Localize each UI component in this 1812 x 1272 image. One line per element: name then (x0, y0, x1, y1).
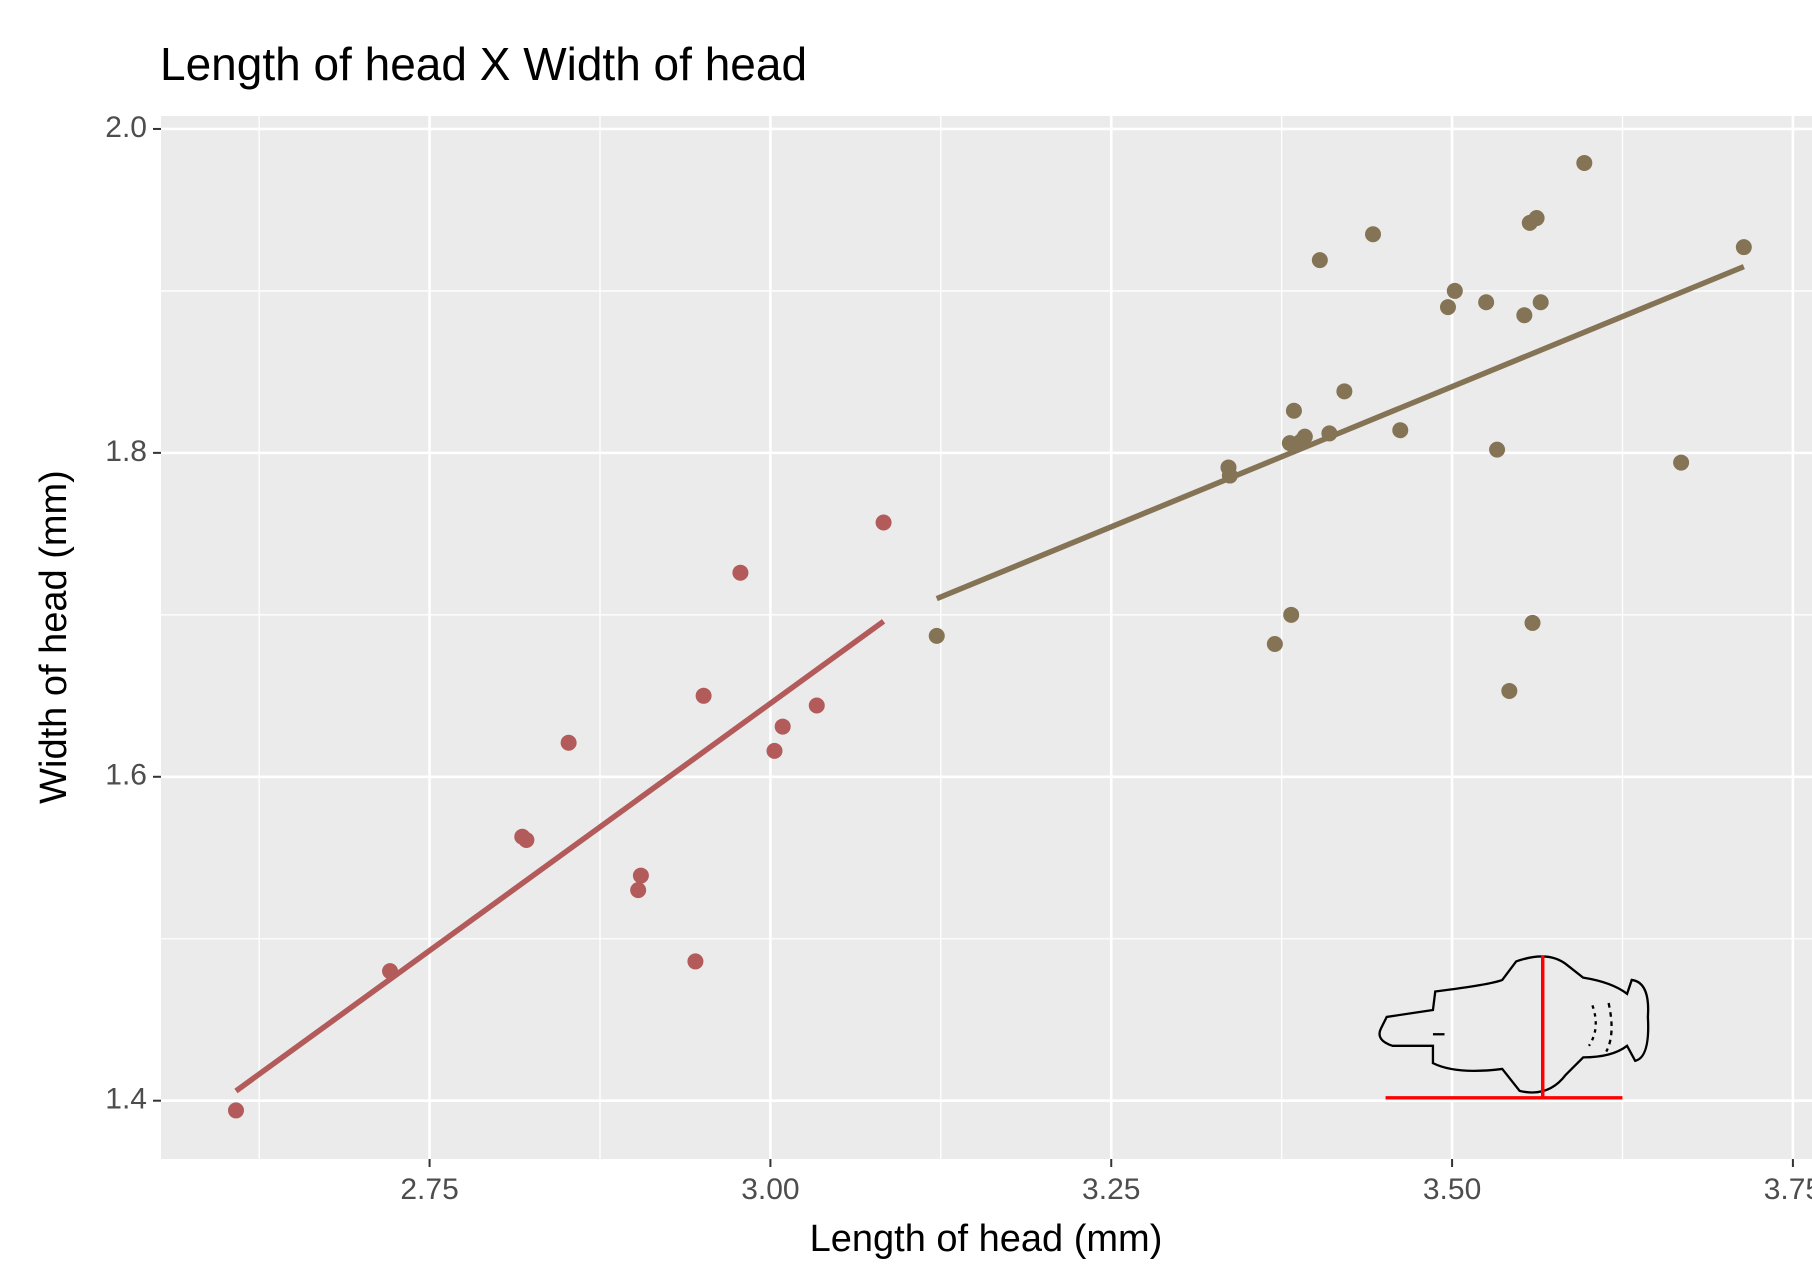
fit-line (234, 619, 886, 1094)
point (808, 697, 825, 714)
point (1392, 422, 1409, 439)
point (1524, 614, 1541, 631)
point (1576, 154, 1593, 171)
point (1285, 402, 1302, 419)
point (1365, 226, 1382, 243)
point (227, 1102, 244, 1119)
y-axis-title: Width of head (mm) (33, 470, 75, 804)
point (1336, 383, 1353, 400)
point (1311, 252, 1328, 269)
point (1516, 307, 1533, 324)
marks (227, 154, 1752, 1119)
point (1446, 282, 1463, 299)
point (1501, 682, 1518, 699)
point (1673, 454, 1690, 471)
point (1528, 210, 1545, 227)
point (695, 687, 712, 704)
point (560, 734, 577, 751)
point (1532, 294, 1549, 311)
point (1478, 294, 1495, 311)
x-tick-label: 3.00 (741, 1173, 799, 1206)
point (1221, 467, 1238, 484)
point (518, 831, 535, 848)
point (1439, 299, 1456, 316)
x-tick-label: 3.50 (1423, 1173, 1481, 1206)
chart-title: Length of head X Width of head (160, 38, 807, 90)
point (630, 882, 647, 899)
x-axis-title: Length of head (mm) (810, 1218, 1163, 1260)
point (687, 953, 704, 970)
point (1283, 606, 1300, 623)
point (1266, 635, 1283, 652)
point (1735, 239, 1752, 256)
y-tick-label: 2.0 (105, 111, 147, 144)
y-tick-label: 1.4 (105, 1083, 147, 1116)
point (632, 867, 649, 884)
point (774, 718, 791, 735)
beetle-illustration (1378, 955, 1650, 1100)
point (382, 963, 399, 980)
y-tick-label: 1.6 (105, 759, 147, 792)
point (928, 627, 945, 644)
panel (161, 116, 1812, 1159)
x-tick-label: 2.75 (400, 1173, 458, 1206)
x-tick-label: 3.25 (1082, 1173, 1140, 1206)
point (732, 564, 749, 581)
point (1296, 428, 1313, 445)
fit-line (935, 264, 1745, 602)
y-tick-label: 1.8 (105, 435, 147, 468)
point (766, 742, 783, 759)
point (1321, 425, 1338, 442)
point (875, 514, 892, 531)
point (1489, 441, 1506, 458)
x-tick-label: 3.75 (1764, 1173, 1812, 1206)
